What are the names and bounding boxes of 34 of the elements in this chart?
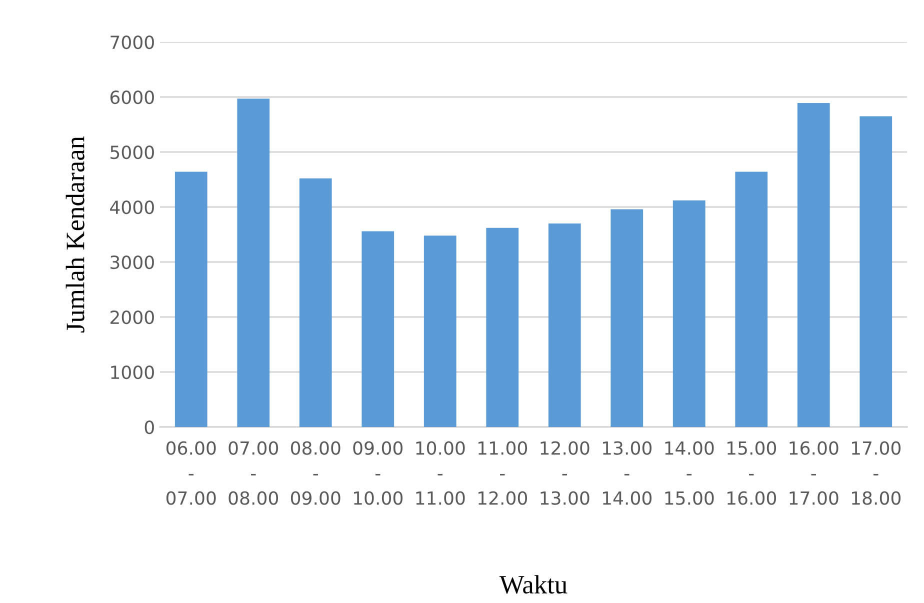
x-axis-title: Waktu — [499, 575, 568, 594]
y-tick-label: 0 — [144, 420, 154, 434]
y-tick-label: 1000 — [111, 365, 154, 380]
x-tick-label: 11.00 - 12.00 — [478, 441, 528, 505]
y-tick-label: 5000 — [110, 145, 154, 160]
bar — [672, 200, 706, 427]
bar — [797, 103, 830, 427]
x-tick-label: 13.00 - 14.00 — [603, 441, 652, 505]
x-tick-label: 08.00 - 09.00 — [290, 441, 340, 505]
bar — [424, 236, 456, 427]
x-tick-label: 06.00 - 07.00 — [166, 441, 216, 505]
y-tick-label: 4000 — [110, 200, 154, 214]
y-tick-label: 6000 — [110, 90, 154, 104]
x-tick-label: 15.00 - 16.00 — [728, 441, 776, 505]
bar — [237, 98, 270, 427]
bar — [174, 172, 208, 427]
bar — [548, 224, 581, 427]
x-tick-label: 09.00 - 10.00 — [353, 441, 403, 505]
x-tick-label: 12.00 - 13.00 — [540, 441, 590, 505]
y-tick-label: 7000 — [110, 35, 154, 50]
bar — [362, 231, 394, 427]
x-tick-label: 10.00 - 11.00 — [416, 441, 465, 505]
bar — [610, 209, 644, 427]
y-tick-label: 3000 — [110, 255, 154, 270]
x-tick-label: 07.00 - 08.00 — [228, 441, 278, 505]
bar — [486, 228, 519, 427]
y-axis-title: Jumlah Kendaraan — [66, 136, 84, 333]
x-tick-label: 17.00 - 18.00 — [852, 441, 901, 505]
y-tick-label: 2000 — [110, 310, 154, 324]
bar — [735, 172, 768, 427]
x-tick-label: 14.00 - 15.00 — [665, 441, 714, 505]
x-tick-label: 16.00 - 17.00 — [790, 441, 838, 505]
bar — [860, 116, 892, 427]
bar — [299, 178, 332, 427]
